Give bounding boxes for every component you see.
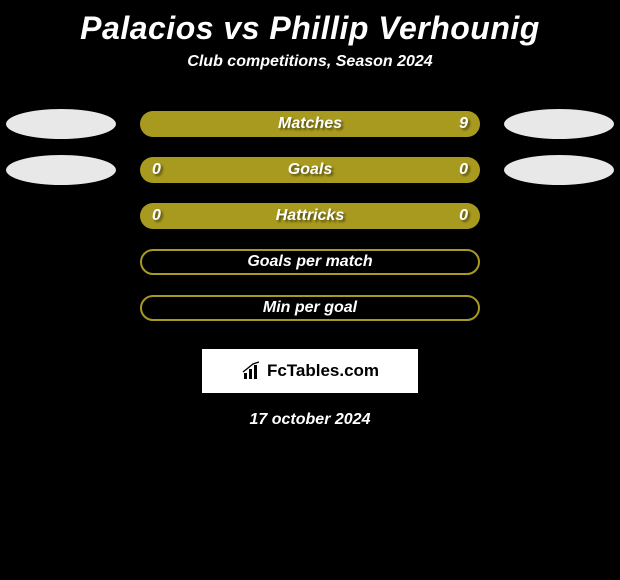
stat-row: Goals 0 0 <box>0 147 620 193</box>
stat-bar: Goals 0 0 <box>140 157 480 183</box>
stat-bar: Min per goal <box>140 295 480 321</box>
comparison-infographic: Palacios vs Phillip Verhounig Club compe… <box>0 0 620 429</box>
page-title: Palacios vs Phillip Verhounig <box>0 0 620 53</box>
subtitle: Club competitions, Season 2024 <box>0 53 620 101</box>
stat-value-left: 0 <box>152 161 161 179</box>
stat-label: Goals <box>288 161 332 179</box>
stat-row: Goals per match <box>0 239 620 285</box>
date-text: 17 october 2024 <box>0 393 620 429</box>
stat-row: Hattricks 0 0 <box>0 193 620 239</box>
player-avatar-left <box>6 155 116 185</box>
stats-rows: Matches 9 Goals 0 0 Hattricks 0 0 Goals per matc… <box>0 101 620 331</box>
stat-value-right: 0 <box>459 207 468 225</box>
player-avatar-right <box>504 155 614 185</box>
stat-row: Min per goal <box>0 285 620 331</box>
stat-value-right: 0 <box>459 161 468 179</box>
stat-label: Min per goal <box>263 299 357 317</box>
stat-label: Goals per match <box>247 253 372 271</box>
player-avatar-left <box>6 109 116 139</box>
stat-row: Matches 9 <box>0 101 620 147</box>
stat-label: Matches <box>278 115 342 133</box>
stat-value-right: 9 <box>459 115 468 133</box>
logo-text: FcTables.com <box>267 361 379 381</box>
stat-value-left: 0 <box>152 207 161 225</box>
logo-box: FcTables.com <box>202 349 418 393</box>
player-avatar-right <box>504 109 614 139</box>
stat-label: Hattricks <box>276 207 344 225</box>
stat-bar: Goals per match <box>140 249 480 275</box>
stat-bar: Hattricks 0 0 <box>140 203 480 229</box>
bar-chart-icon <box>241 360 263 382</box>
stat-bar: Matches 9 <box>140 111 480 137</box>
